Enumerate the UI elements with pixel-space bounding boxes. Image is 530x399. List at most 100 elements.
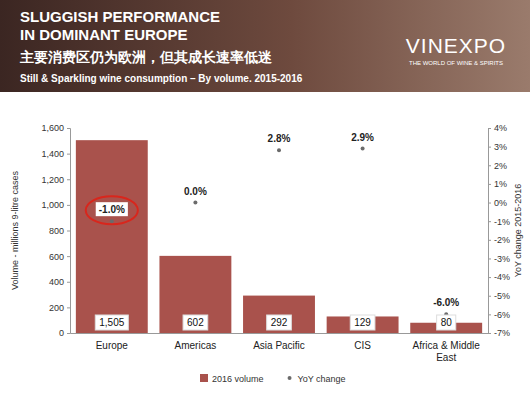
y-tick-mark [67, 128, 70, 129]
bar-label: 80 [437, 315, 456, 330]
y-tick: 200 [49, 303, 70, 313]
point-label: 2.8% [265, 131, 294, 145]
plot-marks [76, 140, 482, 333]
y-tick: 1,600 [41, 123, 70, 133]
y-tick: 1,400 [41, 149, 70, 159]
point-label-text: 0.0% [184, 186, 207, 197]
point [277, 148, 281, 152]
y2-tick-mark [488, 258, 491, 259]
point-label-text: 2.9% [351, 132, 374, 143]
legend: 2016 volume YoY change [200, 374, 346, 384]
bar-label-box [267, 315, 292, 330]
bar [159, 256, 231, 333]
y-tick-mark [67, 333, 70, 334]
legend-swatch [288, 376, 292, 380]
point [361, 147, 365, 151]
y2-axis-line [489, 129, 492, 334]
x-tick: Americas [175, 333, 217, 351]
y2-axis: -7% -6% -5% -4% -3% -2% -1% 0% 1% 2% 3% 4% [488, 123, 510, 338]
bar-label-text: 1,505 [99, 317, 124, 328]
point [110, 219, 114, 223]
title: IN DOMINANT EUROPE [20, 26, 188, 43]
y2-tick-mark [488, 203, 491, 204]
y2-tick: -5% [488, 291, 510, 301]
y2-tick-label: 3% [494, 142, 507, 152]
y-tick-label: 600 [49, 252, 64, 262]
y2-tick: -1% [488, 217, 510, 227]
y2-tick-label: 1% [494, 179, 507, 189]
bar [327, 316, 399, 333]
y2-tick-label: -3% [494, 254, 510, 264]
y2-tick: 3% [488, 142, 507, 152]
y-tick-mark [67, 205, 70, 206]
y-tick-label: 1,600 [41, 123, 64, 133]
subtitle: 主要消费区仍为欧洲，但其成长速率低迷 [19, 49, 273, 65]
bar-label: 602 [183, 315, 208, 330]
y-axis-line [67, 129, 71, 334]
bar-label-text: 129 [354, 317, 371, 328]
legend-swatch [200, 374, 208, 382]
bar [76, 140, 148, 333]
y-tick: 800 [49, 226, 70, 236]
y2-tick-label: -6% [494, 310, 510, 320]
point-label-box [181, 184, 210, 198]
y-tick-mark [67, 256, 70, 257]
y-tick: 1,000 [41, 200, 70, 210]
bar-label-text: 602 [187, 317, 204, 328]
x-axis: EuropeAmericasAsia PacificCISAfrica & Mi… [71, 333, 489, 363]
bar-label-box [183, 315, 208, 330]
point-label-box [265, 131, 294, 145]
x-tick: Europe [96, 333, 129, 351]
bar-label: 292 [267, 315, 292, 330]
y2-tick-mark [488, 184, 491, 185]
y2-tick-mark [488, 165, 491, 166]
y2-tick: -3% [488, 254, 510, 264]
y-tick-mark [67, 307, 70, 308]
point-label-text: 2.8% [268, 133, 291, 144]
y2-tick-mark [488, 296, 491, 297]
y2-tick-label: -7% [494, 328, 510, 338]
y-tick-mark [67, 179, 70, 180]
y2-tick: -4% [488, 272, 510, 282]
point-label: 2.9% [348, 130, 377, 144]
y2-tick-label: -2% [494, 235, 510, 245]
x-tick-label: Europe [96, 340, 129, 351]
point-label: 0.0% [181, 184, 210, 198]
legend-label: YoY change [298, 374, 346, 384]
chart-svg: SLUGGISH PERFORMANCEIN DOMINANT EUROPE主要… [0, 0, 530, 399]
y2-tick-mark [488, 277, 491, 278]
bar [243, 296, 315, 333]
legend-item: 2016 volume [200, 374, 264, 384]
x-tick-label: Asia Pacific [253, 340, 305, 351]
point [193, 201, 197, 205]
subtitle: Still & Sparkling wine consumption – By … [20, 73, 303, 84]
logo: VINEXPO [406, 34, 506, 57]
y2-tick: 0% [488, 198, 507, 208]
y2-axis-title: YoY change 2015-2016 [513, 184, 523, 278]
data-labels: 1,505 602 292 129 80 -1.0% 0.0% 2.8% 2.9% -6.0% [86, 130, 463, 331]
legend-label: 2016 volume [212, 374, 264, 384]
point-label-text: -1.0% [99, 204, 125, 215]
y2-tick: 2% [488, 161, 507, 171]
y-tick: 0 [59, 328, 70, 338]
point-label: -1.0% [86, 196, 138, 224]
bar-label: 1,505 [95, 315, 128, 330]
y-tick: 1,200 [41, 175, 70, 185]
y2-tick: -7% [488, 328, 510, 338]
y-tick-mark [67, 231, 70, 232]
chart-container: SLUGGISH PERFORMANCEIN DOMINANT EUROPE主要… [0, 0, 530, 399]
y2-tick: 4% [488, 123, 507, 133]
x-tick: Asia Pacific [253, 333, 305, 351]
y2-tick-mark [488, 314, 491, 315]
point-label-box [348, 130, 377, 144]
bar-label-box [95, 315, 128, 330]
point-label: -6.0% [430, 295, 462, 309]
y-tick-mark [67, 282, 70, 283]
y-tick-label: 400 [49, 277, 64, 287]
y-tick-label: 1,200 [41, 175, 64, 185]
y2-tick-mark [488, 147, 491, 148]
y-tick-label: 0 [59, 328, 64, 338]
x-tick-label: CIS [354, 340, 371, 351]
bar-label-text: 80 [441, 317, 453, 328]
y2-tick-label: 0% [494, 198, 507, 208]
